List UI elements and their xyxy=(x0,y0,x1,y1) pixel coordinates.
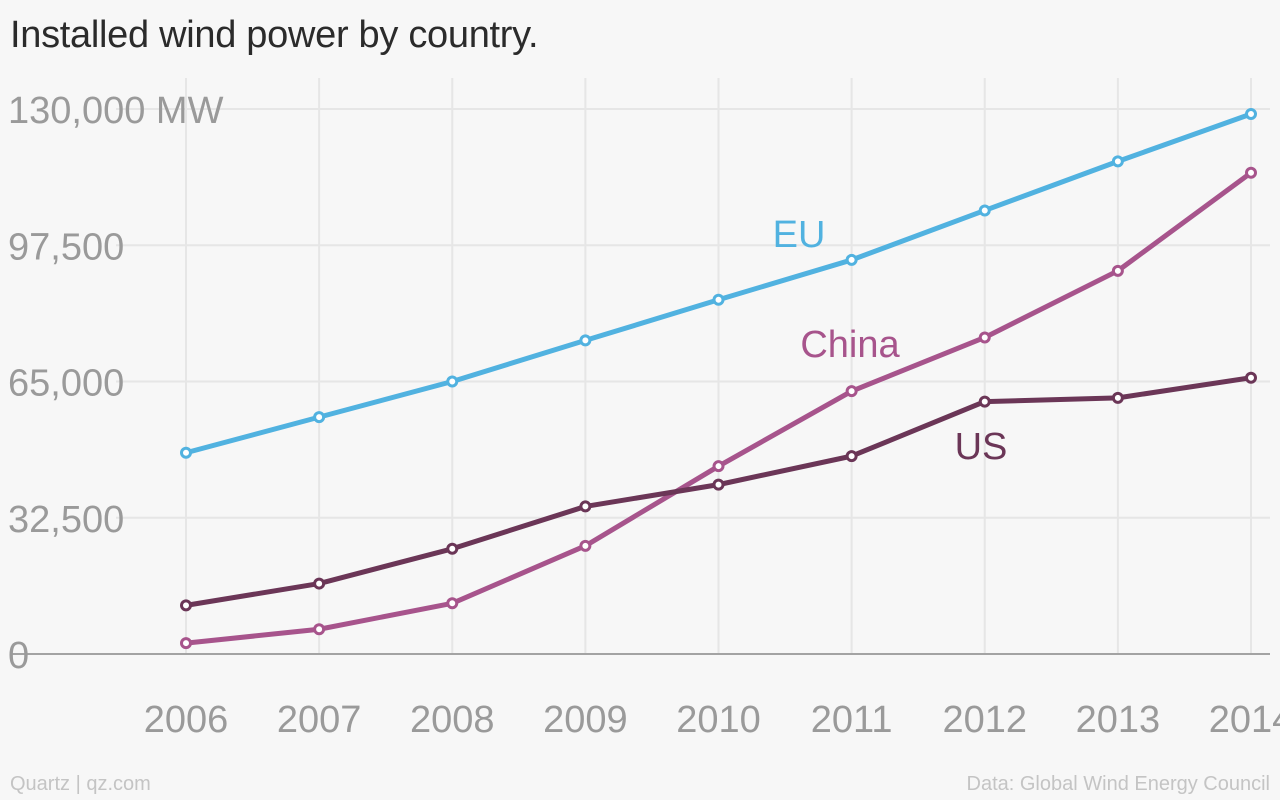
data-point-us xyxy=(1111,391,1124,404)
data-point-us xyxy=(978,395,991,408)
series-label-china: China xyxy=(800,324,900,366)
x-tick-label: 2014 xyxy=(1209,699,1280,741)
data-point-us xyxy=(1245,371,1257,384)
footer-source: Data: Global Wind Energy Council xyxy=(966,773,1270,795)
data-point-china xyxy=(712,460,725,473)
data-point-eu xyxy=(1111,155,1124,168)
series-label-eu: EU xyxy=(773,214,826,256)
x-tick-label: 2007 xyxy=(277,699,362,741)
data-point-china xyxy=(313,623,326,636)
x-tick-label: 2009 xyxy=(543,699,628,741)
y-tick-label: 65,000 xyxy=(8,363,124,405)
data-point-us xyxy=(313,577,326,590)
grid xyxy=(10,78,1270,655)
y-tick-label: 32,500 xyxy=(8,499,124,541)
data-point-eu xyxy=(579,334,592,347)
data-point-us xyxy=(180,599,192,612)
series-label-us: US xyxy=(955,426,1008,468)
data-point-us xyxy=(446,542,459,555)
chart-title: Installed wind power by country. xyxy=(10,14,539,56)
data-point-eu xyxy=(978,204,991,217)
data-point-china xyxy=(845,385,858,398)
data-point-eu xyxy=(180,446,192,459)
y-tick-label: 0 xyxy=(8,635,29,677)
x-tick-label: 2008 xyxy=(410,699,495,741)
x-tick-label: 2012 xyxy=(942,699,1027,741)
data-point-eu xyxy=(1245,108,1257,121)
data-point-china xyxy=(180,637,192,650)
series xyxy=(180,108,1257,650)
data-point-eu xyxy=(446,375,459,388)
data-point-china xyxy=(579,539,592,552)
series-labels: EU China US xyxy=(773,214,1008,468)
x-tick-label: 2006 xyxy=(144,699,229,741)
axes: 2006 2007 2008 2009 2010 2011 2012 2013 2014 0 32,… xyxy=(8,90,1280,741)
data-point-china xyxy=(1111,264,1124,277)
data-point-china xyxy=(1245,166,1257,179)
data-point-eu xyxy=(313,411,326,424)
x-tick-label: 2013 xyxy=(1076,699,1161,741)
data-point-us xyxy=(712,478,725,491)
data-point-china xyxy=(446,597,459,610)
y-tick-label: 130,000 MW xyxy=(8,90,224,132)
x-tick-label: 2011 xyxy=(811,699,893,741)
data-point-eu xyxy=(712,293,725,306)
footer-credit: Quartz | qz.com xyxy=(10,773,151,795)
y-tick-label: 97,500 xyxy=(8,226,124,268)
data-point-us xyxy=(845,450,858,463)
data-point-us xyxy=(579,500,592,513)
data-point-eu xyxy=(845,253,858,266)
x-tick-label: 2010 xyxy=(676,699,761,741)
data-point-china xyxy=(978,331,991,344)
